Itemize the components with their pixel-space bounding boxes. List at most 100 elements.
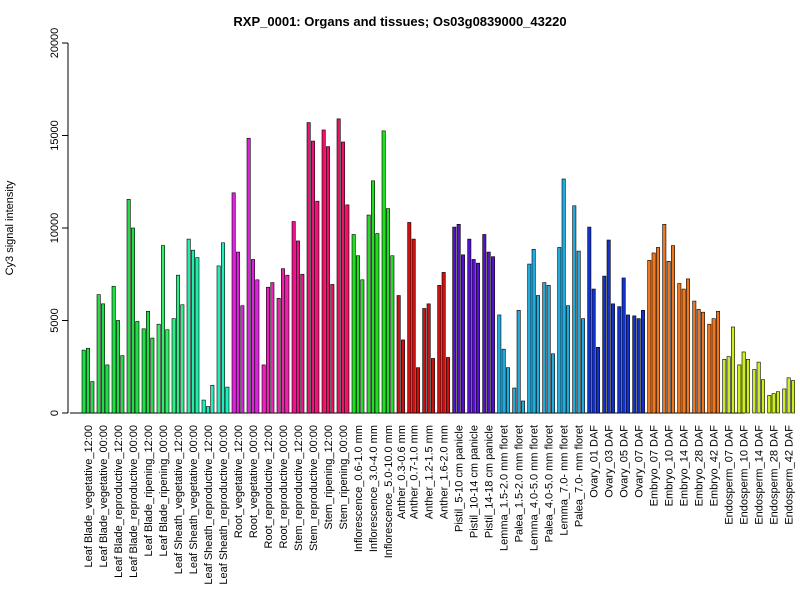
x-category-label: Ovary_01 DAF xyxy=(589,425,601,498)
x-category-label: Endosperm_28 DAF xyxy=(769,425,781,525)
bar xyxy=(446,357,450,414)
bar xyxy=(381,130,386,414)
x-category-label: Inflorescence_0.6-1.0 mm xyxy=(353,425,365,552)
bar xyxy=(131,227,135,414)
bar xyxy=(677,283,682,414)
x-category-label: Stem_reproductive_12:00 xyxy=(293,425,305,551)
bar xyxy=(497,314,502,414)
bar xyxy=(146,310,150,414)
bar xyxy=(776,391,780,414)
bar xyxy=(426,303,431,414)
bar xyxy=(165,329,170,414)
x-category-label: Palea_1.5-2.0 mm floret xyxy=(514,425,526,542)
bar xyxy=(656,247,660,414)
bar xyxy=(150,337,155,414)
bar xyxy=(221,242,225,414)
x-category-label: Pistil_10-14 cm panicle xyxy=(469,425,481,538)
bar xyxy=(587,226,592,414)
bar xyxy=(726,356,731,414)
x-category-label: Lemma_1.5-2.0 mm floret xyxy=(499,425,511,551)
bar xyxy=(156,323,161,414)
bar xyxy=(396,295,401,414)
x-category-label: Endosperm_07 DAF xyxy=(724,425,736,525)
x-category-label: Pistil_14-18 cm panicle xyxy=(484,425,496,538)
x-category-label: Leaf Sheath_reproductive_12:00 xyxy=(203,425,215,585)
bar xyxy=(366,214,371,414)
bar xyxy=(476,262,480,414)
bar xyxy=(471,259,476,414)
x-category-label: Lemma_7.0- mm floret xyxy=(559,425,571,536)
y-tick-label: 10000 xyxy=(49,213,61,244)
bar xyxy=(390,255,395,414)
bars-group xyxy=(81,118,795,414)
bar xyxy=(561,178,566,414)
bar xyxy=(456,224,461,414)
bar xyxy=(467,238,472,414)
bar xyxy=(501,348,506,414)
bar xyxy=(422,308,427,414)
bar xyxy=(296,240,300,414)
x-category-label: Inflorescence_3.0-4.0 mm xyxy=(368,425,380,552)
bar xyxy=(236,251,240,414)
x-category-label: Stem_ripening_12:00 xyxy=(323,425,335,530)
bar xyxy=(662,224,667,414)
bar xyxy=(176,274,180,414)
x-category-label: Embryo_28 DAF xyxy=(694,425,706,507)
bar xyxy=(126,199,131,414)
bar xyxy=(240,305,245,414)
x-category-label: Leaf Sheath_vegetative_00:00 xyxy=(188,425,200,574)
bar xyxy=(621,277,626,414)
bar xyxy=(596,347,600,414)
bar xyxy=(486,251,491,414)
bar xyxy=(276,297,281,414)
bar xyxy=(491,256,495,414)
bar xyxy=(216,265,221,414)
bar xyxy=(330,284,335,414)
bar xyxy=(186,238,191,414)
bar xyxy=(441,272,446,414)
bar xyxy=(251,259,255,414)
y-tick-label: 5000 xyxy=(49,308,61,332)
x-category-label: Endosperm_14 DAF xyxy=(754,425,766,525)
bar xyxy=(626,314,630,414)
bar xyxy=(351,234,356,414)
bar xyxy=(527,263,532,414)
bar xyxy=(711,318,716,414)
bar xyxy=(696,309,701,414)
bar xyxy=(135,321,140,414)
bar xyxy=(261,364,266,414)
bar xyxy=(105,364,110,414)
x-category-label: Anther_0.3-0.6 mm xyxy=(396,425,408,519)
x-category-label: Anther_0.7-1.0 mm xyxy=(409,425,421,519)
x-category-label: Embryo_07 DAF xyxy=(649,425,661,507)
x-category-label: Root_reproductive_00:00 xyxy=(278,425,290,549)
bar xyxy=(266,286,270,414)
bar xyxy=(246,137,251,414)
x-category-label: Root_vegetative_00:00 xyxy=(248,425,260,538)
x-category-label: Ovary_07 DAF xyxy=(634,425,646,498)
x-category-label: Embryo_42 DAF xyxy=(709,425,721,507)
bar xyxy=(270,282,275,414)
bar xyxy=(407,222,412,414)
bar xyxy=(536,295,540,414)
bar xyxy=(195,257,200,414)
bar xyxy=(731,326,735,414)
bar xyxy=(291,221,296,414)
bar xyxy=(191,249,195,414)
bar xyxy=(416,367,420,414)
bar xyxy=(281,268,285,414)
bar xyxy=(666,260,671,414)
y-axis-label: Cy3 signal intensity xyxy=(4,180,16,275)
x-category-label: Embryo_14 DAF xyxy=(679,425,691,507)
bar xyxy=(641,310,645,414)
bar xyxy=(210,384,215,414)
x-category-label: Inflorescence_5.0-10.0 mm xyxy=(383,425,395,558)
bar xyxy=(542,282,547,414)
bar xyxy=(791,380,795,414)
bar xyxy=(752,369,757,414)
x-category-label: Stem_ripening_00:00 xyxy=(338,425,350,530)
bar xyxy=(707,323,712,414)
bar xyxy=(581,318,585,414)
bar xyxy=(356,255,360,414)
